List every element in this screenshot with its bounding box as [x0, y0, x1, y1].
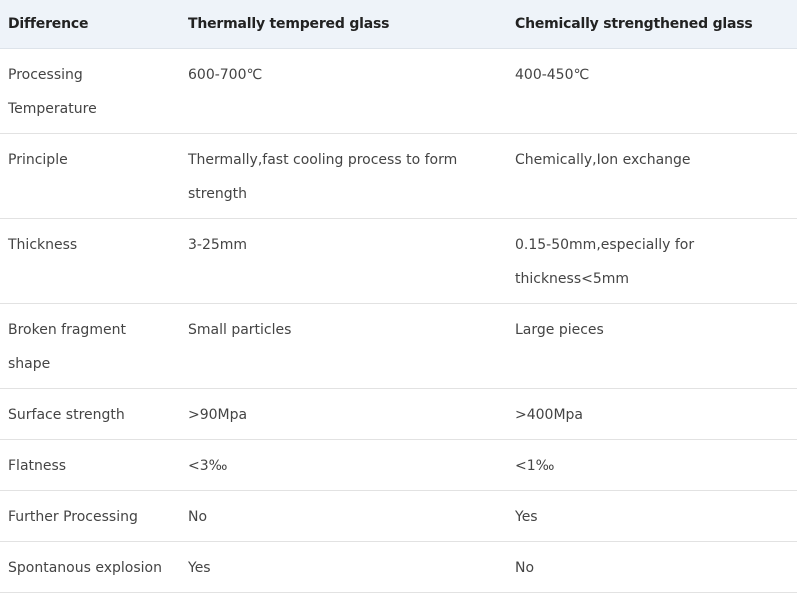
table-cell: Yes	[180, 541, 507, 593]
table-cell: Thickness	[0, 218, 180, 304]
table-cell: Yes	[507, 490, 797, 542]
header-cell: Thermally tempered glass	[180, 0, 507, 49]
table-row: Flatness <3‰ <1‰	[0, 439, 797, 491]
table-row: Spontanous explosion Yes No	[0, 541, 797, 593]
table-cell: 0.15-50mm,especially for thickness<5mm	[507, 218, 797, 304]
table-row: Broken fragment shape Small particles Larg…	[0, 303, 797, 389]
table-cell: <1‰	[507, 439, 797, 491]
table-row: Processing Temperature 600-700℃ 400-450℃	[0, 48, 797, 134]
table-cell: 3-25mm	[180, 218, 507, 304]
table-row: Further Processing No Yes	[0, 490, 797, 542]
table-cell: 400-450℃	[507, 48, 797, 134]
header-cell: Chemically strengthened glass	[507, 0, 797, 49]
table-row: Thickness 3-25mm 0.15-50mm,especially for …	[0, 218, 797, 304]
table-cell: Thermally,fast cooling process to form s…	[180, 133, 507, 219]
table-cell: 600-700℃	[180, 48, 507, 134]
table-cell: Small particles	[180, 303, 507, 389]
table-cell: Broken fragment shape	[0, 303, 180, 389]
table-body: Processing Temperature 600-700℃ 400-450℃ Pr…	[0, 48, 797, 593]
table-cell: Principle	[0, 133, 180, 219]
table-cell: Spontanous explosion	[0, 541, 180, 593]
table-cell: >90Mpa	[180, 388, 507, 440]
table-cell: Chemically,Ion exchange	[507, 133, 797, 219]
header-cell: Difference	[0, 0, 180, 49]
table-cell: >400Mpa	[507, 388, 797, 440]
table-cell: No	[180, 490, 507, 542]
table-cell: <3‰	[180, 439, 507, 491]
table-cell: Surface strength	[0, 388, 180, 440]
table-cell: Flatness	[0, 439, 180, 491]
table-row: Surface strength >90Mpa >400Mpa	[0, 388, 797, 440]
table-cell: Further Processing	[0, 490, 180, 542]
table-cell: No	[507, 541, 797, 593]
header-row: Difference Thermally tempered glass Chemic…	[0, 0, 797, 49]
table-cell: Processing Temperature	[0, 48, 180, 134]
table-cell: Large pieces	[507, 303, 797, 389]
table-row: Principle Thermally,fast cooling process …	[0, 133, 797, 219]
